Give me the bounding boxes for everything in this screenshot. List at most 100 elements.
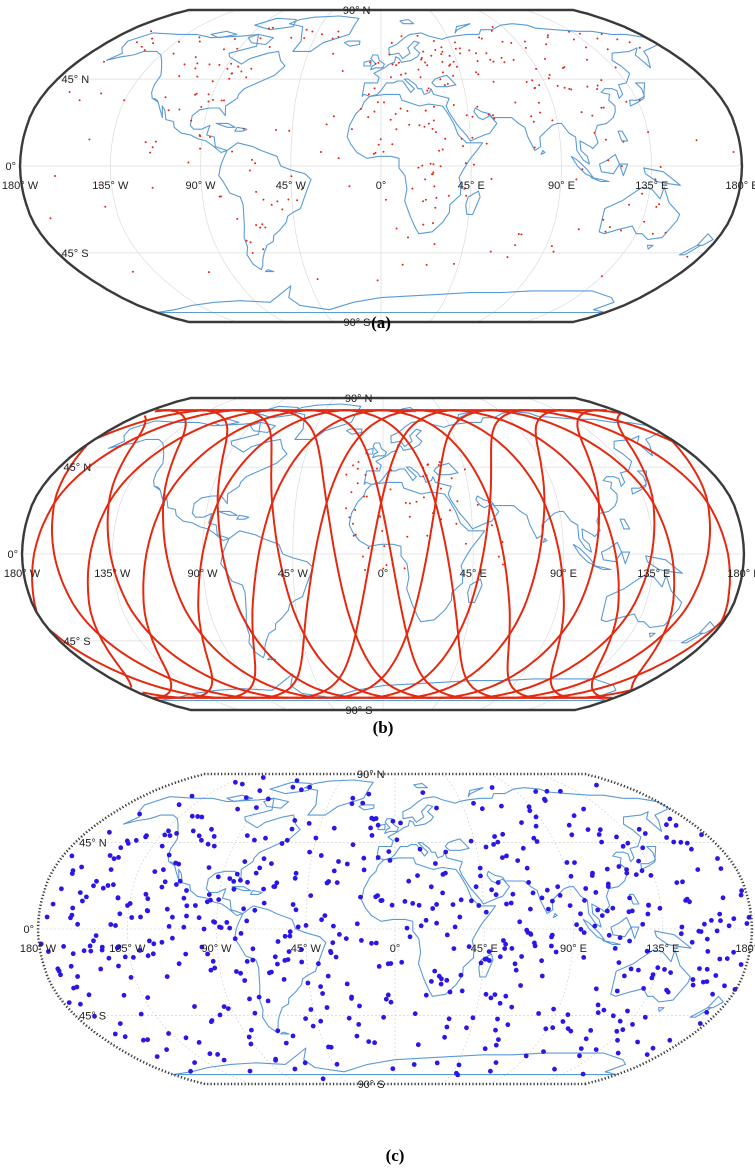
sample-dot [232, 936, 238, 942]
sample-dot [592, 923, 598, 929]
station-dot [568, 87, 571, 90]
sample-dot [184, 913, 189, 919]
sample-dot [308, 1007, 314, 1012]
sample-dot [615, 1037, 620, 1043]
sample-dot [560, 1019, 566, 1024]
coastline [610, 916, 632, 938]
station-dot [305, 28, 308, 31]
sample-dot [450, 902, 456, 907]
sample-dot [252, 907, 258, 913]
station-dot [422, 496, 425, 499]
station-dot [452, 74, 455, 77]
sample-dot [306, 821, 312, 826]
station-dot [379, 495, 381, 498]
station-dot [209, 136, 211, 138]
station-dot [331, 37, 334, 40]
station-dot [341, 70, 344, 72]
graticule-label-lat_45n: 45° N [64, 462, 92, 474]
station-dot [732, 151, 735, 153]
sample-dot [502, 946, 508, 951]
station-dot [440, 46, 443, 49]
sample-dot [299, 947, 304, 952]
coastline [640, 845, 657, 870]
sample-dot [705, 949, 711, 954]
sample-dot [170, 935, 175, 941]
sample-dot [399, 959, 405, 965]
sample-dot [275, 961, 280, 967]
station-dot [259, 37, 262, 40]
coastline [540, 149, 546, 155]
coastline [155, 485, 161, 491]
graticule-label-lon_180w: 180° W [2, 180, 39, 192]
sample-dot [159, 843, 165, 849]
station-dot [354, 533, 357, 536]
sample-dot [326, 879, 331, 884]
sample-dot [245, 879, 250, 885]
coastline [552, 913, 558, 919]
sample-dot [568, 873, 574, 879]
station-dot [352, 534, 355, 537]
station-dot [218, 195, 221, 198]
coastline [600, 574, 683, 629]
panel-caption: (b) [373, 718, 394, 737]
sample-dot [642, 1014, 648, 1020]
station-dot [152, 42, 155, 45]
sample-dot [303, 1016, 308, 1021]
meridian-line [537, 773, 664, 1085]
meridian-line [524, 9, 653, 323]
sample-dot [250, 957, 256, 963]
sample-dot [639, 868, 645, 874]
sample-dot [111, 882, 116, 888]
ground-track [223, 409, 456, 699]
station-dot [259, 226, 262, 229]
sample-dot [231, 879, 237, 884]
station-dot [372, 152, 375, 155]
coastline [348, 481, 486, 623]
sample-dot [697, 966, 702, 971]
coastline [370, 54, 385, 71]
sample-dot [151, 941, 157, 947]
sample-dot [665, 989, 671, 995]
station-dot [424, 109, 427, 112]
sample-dot [273, 1057, 278, 1063]
coastline [107, 420, 288, 542]
coastline [234, 905, 327, 1033]
sample-dot [595, 1002, 601, 1008]
sample-dot [183, 951, 189, 957]
sample-dot [671, 839, 677, 845]
sample-dot [704, 966, 710, 972]
station-dot [367, 93, 370, 96]
station-dot [537, 101, 540, 104]
panel-caption: (a) [371, 313, 391, 332]
panel-c: 90° N 45° N 0° 45° S 90° S 180° W 135° W 90° W 4… [20, 769, 755, 1165]
station-dot [440, 487, 442, 490]
coastline [582, 918, 606, 942]
sample-dot [275, 939, 281, 944]
station-dot [471, 115, 474, 118]
sample-dot [539, 958, 544, 964]
sample-dot [596, 832, 602, 837]
station-dot [143, 49, 146, 52]
sample-dot [238, 970, 244, 976]
coastline [478, 953, 494, 978]
sample-dot [74, 984, 80, 990]
sample-dot [412, 1011, 418, 1017]
coastline [254, 17, 297, 31]
sample-dot [145, 896, 151, 902]
ground-track [295, 409, 528, 699]
sample-dot [183, 1035, 189, 1041]
sample-dot [650, 972, 656, 977]
station-dot [382, 567, 385, 570]
sample-dot [381, 1014, 386, 1020]
sample-dot [162, 879, 168, 885]
sample-dot [98, 966, 104, 972]
station-dot [426, 89, 429, 92]
station-dot [390, 469, 393, 472]
sample-dot [166, 924, 172, 929]
sample-dot [87, 943, 93, 949]
station-dot [408, 123, 411, 126]
station-dot [476, 105, 479, 108]
station-dot [172, 52, 175, 55]
graticule-label-lat_90n: 90° N [343, 5, 371, 17]
sample-dot [657, 905, 663, 911]
